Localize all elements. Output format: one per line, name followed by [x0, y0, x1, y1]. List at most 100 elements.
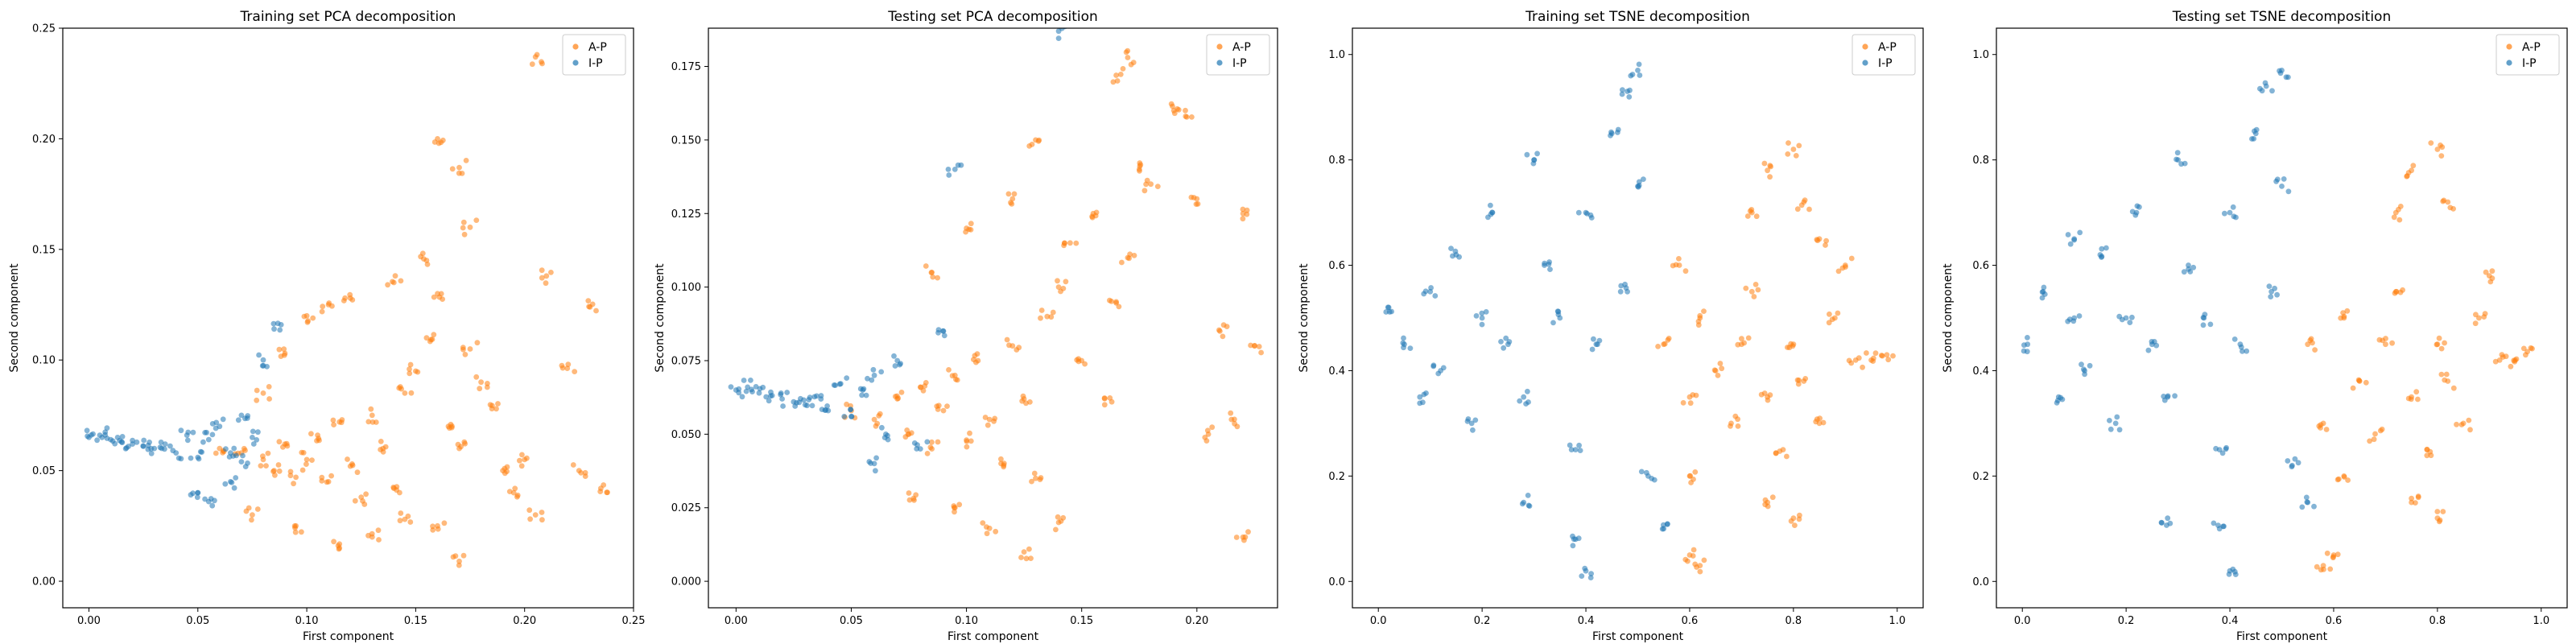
scatter-point-a-p: [213, 450, 219, 456]
scatter-point-a-p: [1839, 265, 1846, 271]
scatter-point-i-p: [2274, 291, 2281, 298]
scatter-point-a-p: [407, 519, 414, 525]
scatter-point-a-p: [1697, 568, 1703, 575]
scatter-point-i-p: [794, 400, 799, 406]
scatter-point-a-p: [2335, 476, 2342, 482]
scatter-point-a-p: [2372, 431, 2378, 437]
scatter-point-a-p: [459, 171, 465, 176]
scatter-point-i-p: [2211, 520, 2217, 526]
scatter-point-a-p: [946, 367, 952, 373]
y-tick-label: 0.15: [32, 244, 56, 256]
scatter-point-a-p: [1107, 395, 1113, 401]
scatter-point-a-p: [408, 390, 415, 396]
scatter-point-i-p: [2099, 246, 2105, 252]
scatter-point-a-p: [2438, 153, 2445, 159]
scatter-point-i-p: [863, 392, 869, 398]
scatter-point-a-p: [2334, 551, 2341, 558]
scatter-point-a-p: [974, 351, 980, 357]
scatter-point-a-p: [924, 451, 931, 456]
scatter-point-i-p: [857, 386, 864, 392]
scatter-point-i-p: [84, 427, 90, 434]
scatter-point-i-p: [2174, 150, 2181, 156]
scatter-point-a-p: [407, 366, 412, 372]
scatter-point-a-p: [275, 462, 282, 468]
scatter-point-a-p: [1744, 213, 1751, 219]
scatter-point-i-p: [2039, 295, 2046, 301]
scatter-point-a-p: [1019, 398, 1026, 404]
scatter-point-a-p: [1823, 237, 1830, 244]
scatter-point-i-p: [1637, 72, 1643, 78]
scatter-point-i-p: [1479, 315, 1485, 321]
scatter-point-a-p: [991, 418, 997, 424]
scatter-point-a-p: [339, 417, 345, 423]
scatter-point-a-p: [345, 456, 350, 462]
scatter-point-i-p: [255, 429, 261, 436]
scatter-point-a-p: [1144, 177, 1150, 184]
scatter-point-i-p: [2025, 335, 2030, 341]
scatter-point-i-p: [2274, 176, 2281, 183]
scatter-point-a-p: [463, 158, 469, 163]
scatter-point-a-p: [1761, 160, 1768, 167]
scatter-point-a-p: [585, 298, 592, 303]
scatter-point-a-p: [2524, 349, 2531, 355]
scatter-point-a-p: [495, 401, 501, 407]
scatter-point-a-p: [935, 439, 941, 445]
scatter-point-i-p: [238, 412, 245, 419]
scatter-point-i-p: [2266, 283, 2273, 289]
scatter-point-a-p: [365, 419, 372, 425]
scatter-point-i-p: [865, 375, 870, 382]
scatter-point-a-p: [1029, 478, 1034, 485]
scatter-point-a-p: [1711, 367, 1718, 374]
scatter-point-a-p: [2409, 495, 2415, 502]
scatter-point-i-p: [2165, 515, 2171, 522]
scatter-point-i-p: [891, 353, 897, 359]
scatter-point-i-p: [756, 390, 762, 396]
axes-frame: [708, 27, 1278, 609]
scatter-point-a-p: [1209, 424, 1216, 431]
x-tick-label: 0.2: [1474, 615, 1491, 627]
scatter-point-i-p: [260, 362, 266, 369]
scatter-point-i-p: [757, 386, 763, 392]
y-tick-label: 0.6: [1328, 260, 1345, 272]
y-tick-label: 0.2: [1972, 471, 1989, 483]
scatter-point-a-p: [1820, 419, 1827, 426]
x-tick-label: 0.05: [840, 615, 863, 627]
scatter-point-i-p: [1470, 427, 1476, 433]
scatter-point-a-p: [2321, 566, 2326, 572]
scatter-point-a-p: [1113, 300, 1119, 306]
scatter-point-i-p: [871, 372, 877, 378]
scatter-point-a-p: [1011, 191, 1018, 197]
scatter-point-a-p: [1685, 558, 1690, 564]
scatter-point-a-p: [1013, 347, 1020, 353]
scatter-point-i-p: [126, 444, 131, 449]
x-tick-label: 0.4: [2222, 615, 2239, 627]
scatter-point-a-p: [2436, 335, 2442, 341]
scatter-point-a-p: [246, 505, 252, 511]
scatter-point-a-p: [2434, 341, 2440, 348]
scatter-point-a-p: [397, 518, 403, 524]
scatter-point-a-p: [278, 353, 284, 359]
scatter-point-a-p: [1826, 320, 1832, 326]
scatter-point-i-p: [1570, 543, 1576, 549]
scatter-point-a-p: [489, 402, 495, 409]
scatter-point-i-p: [1572, 447, 1579, 452]
scatter-point-a-p: [1168, 101, 1174, 107]
scatter-point-i-p: [749, 389, 755, 394]
scatter-point-a-p: [1827, 311, 1832, 317]
scatter-point-i-p: [1542, 260, 1547, 266]
scatter-point-i-p: [779, 396, 785, 402]
scatter-point-i-p: [739, 394, 745, 400]
scatter-point-a-p: [2410, 163, 2417, 169]
scatter-point-i-p: [768, 389, 774, 395]
scatter-point-i-p: [223, 446, 229, 452]
scatter-point-a-p: [1798, 202, 1805, 208]
scatter-point-a-p: [300, 450, 307, 456]
scatter-point-i-p: [2103, 245, 2109, 251]
scatter-point-i-p: [188, 492, 194, 498]
scatter-point-i-p: [2219, 450, 2226, 456]
y-tick-label: 0.6: [1972, 260, 1989, 272]
scatter-point-i-p: [1547, 266, 1553, 272]
scatter-point-a-p: [1741, 340, 1748, 346]
scatter-point-a-p: [2415, 494, 2421, 501]
scatter-point-a-p: [1690, 392, 1696, 398]
